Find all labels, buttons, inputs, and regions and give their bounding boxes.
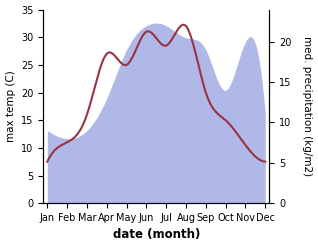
Y-axis label: max temp (C): max temp (C) bbox=[5, 70, 16, 142]
Y-axis label: med. precipitation (kg/m2): med. precipitation (kg/m2) bbox=[302, 36, 313, 176]
X-axis label: date (month): date (month) bbox=[113, 228, 200, 242]
